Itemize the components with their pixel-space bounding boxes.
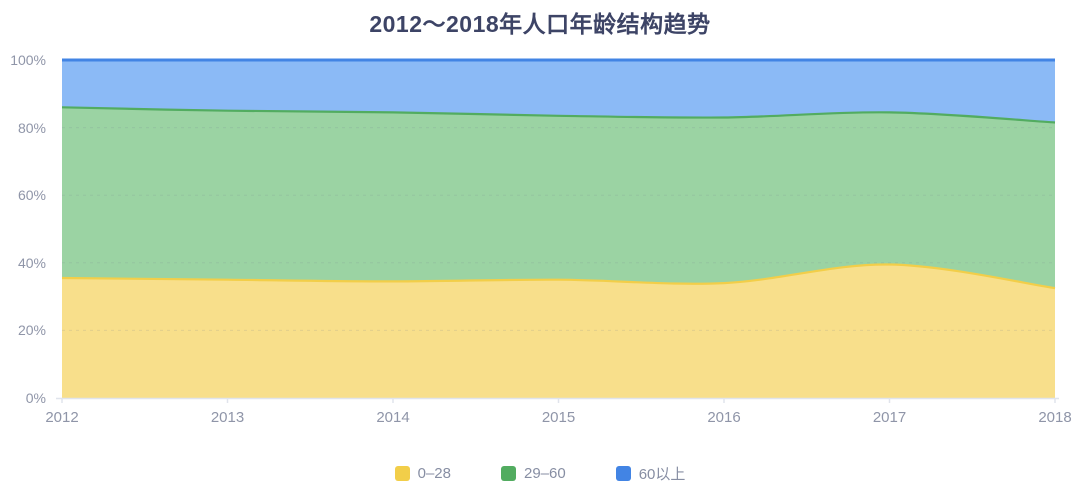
x-axis-label: 2017 bbox=[872, 409, 907, 426]
x-axis-label: 2014 bbox=[376, 409, 410, 426]
y-axis-label: 80% bbox=[17, 119, 46, 136]
chart-title: 2012～2018年人口年龄结构趋势 bbox=[369, 11, 711, 37]
legend-item-2[interactable]: 60以上 bbox=[615, 463, 686, 484]
x-axis-label: 2013 bbox=[210, 409, 245, 426]
y-axis-label: 40% bbox=[17, 254, 46, 271]
legend-swatch-icon bbox=[394, 466, 410, 481]
line-series-1[interactable] bbox=[61, 106, 1056, 124]
legend-label: 0–28 bbox=[417, 465, 451, 482]
area-series-1[interactable] bbox=[62, 107, 1055, 289]
area-series-2[interactable] bbox=[62, 60, 1055, 123]
x-axis-label: 2015 bbox=[541, 409, 576, 426]
y-axis-label: 0% bbox=[25, 390, 46, 406]
legend: 0–28 29–60 60以上 bbox=[0, 463, 1080, 484]
line-series-0[interactable] bbox=[61, 263, 1056, 290]
legend-swatch-icon bbox=[615, 466, 631, 481]
y-axis-label: 60% bbox=[17, 187, 46, 204]
area-series-0[interactable] bbox=[62, 264, 1055, 398]
x-axis-label: 2018 bbox=[1038, 409, 1072, 426]
legend-swatch-icon bbox=[500, 466, 516, 481]
y-axis-label: 100% bbox=[10, 52, 46, 68]
x-axis-label: 2012 bbox=[45, 409, 79, 426]
x-axis-label: 2016 bbox=[707, 409, 741, 426]
y-axis-label: 20% bbox=[17, 322, 46, 339]
legend-label: 60以上 bbox=[638, 466, 686, 483]
legend-label: 29–60 bbox=[523, 465, 566, 482]
legend-item-0[interactable]: 0–28 bbox=[394, 465, 451, 482]
legend-item-1[interactable]: 29–60 bbox=[500, 465, 566, 482]
